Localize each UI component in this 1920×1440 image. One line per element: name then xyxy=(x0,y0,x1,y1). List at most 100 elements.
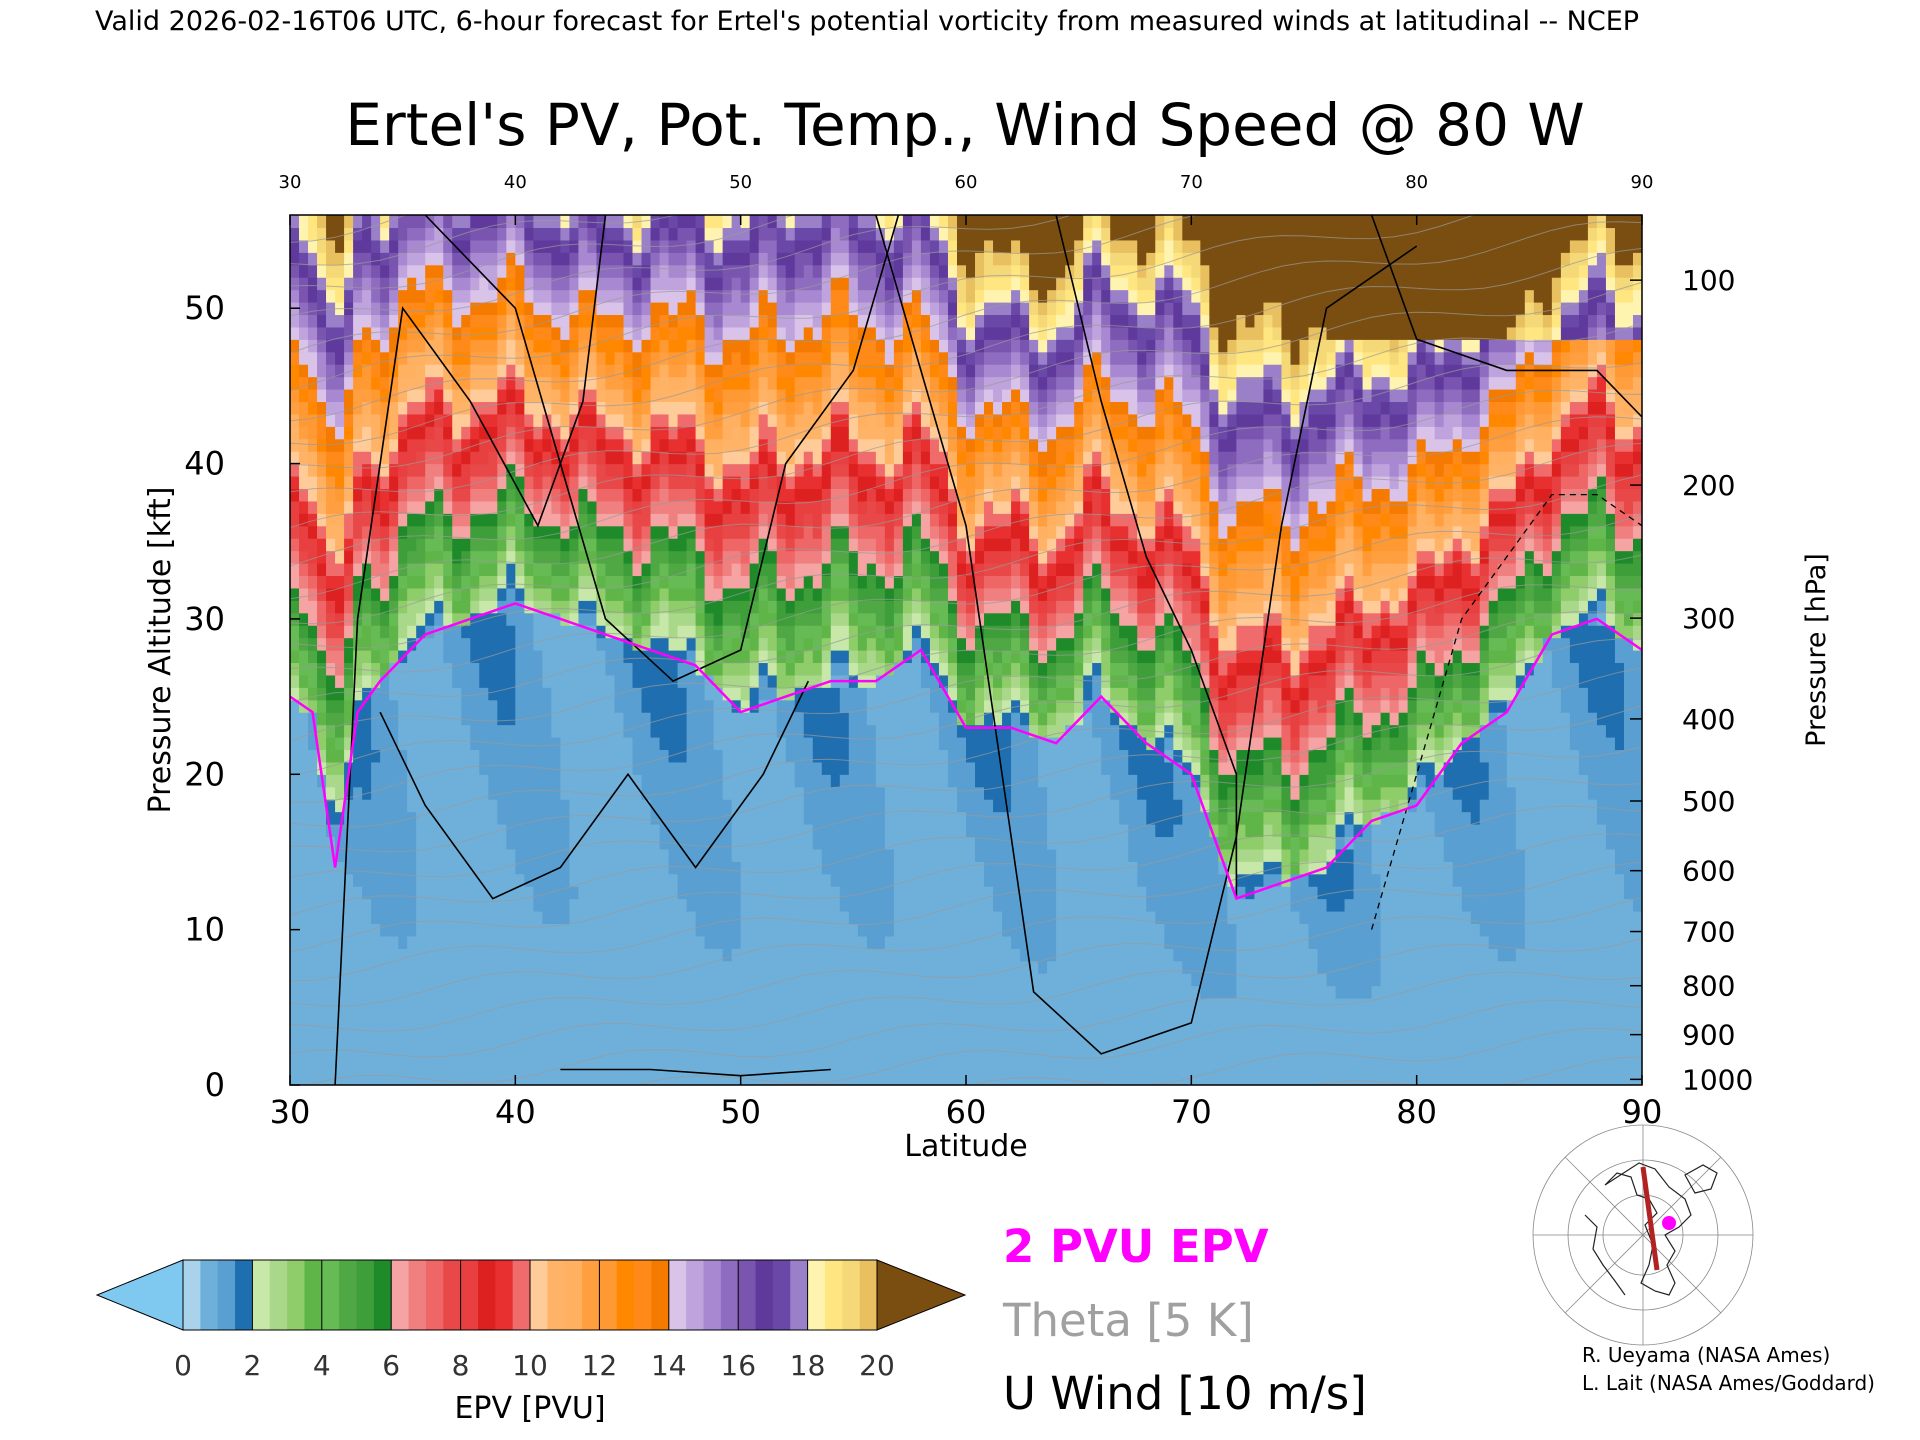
colorbar-swatch xyxy=(339,1260,357,1330)
colorbar-swatch xyxy=(686,1260,704,1330)
legend-2pvu: 2 PVU EPV xyxy=(1003,1220,1269,1273)
transect-line xyxy=(1640,1166,1660,1271)
y-right-tick-label: 100 xyxy=(1682,264,1735,297)
y-right-tick-label: 900 xyxy=(1682,1019,1735,1052)
colorbar-swatch xyxy=(235,1260,253,1330)
colorbar-swatch xyxy=(530,1260,548,1330)
x-tick-label: 70 xyxy=(1171,1093,1212,1131)
x-axis-top: 30 40 50 60 70 80 90 xyxy=(279,172,1654,225)
y-axis-right-label: Pressure [hPa] xyxy=(1801,553,1832,747)
colorbar-swatch xyxy=(547,1260,566,1330)
x-top-tick-label: 50 xyxy=(729,172,752,193)
colorbar-swatch xyxy=(391,1260,410,1330)
x-top-tick-label: 40 xyxy=(504,172,527,193)
tropopause-2pvu-line xyxy=(290,602,1642,901)
y-axis-right: 1000 900 800 700 600 500 400 300 200 100 xyxy=(1630,264,1753,1096)
wind-contour-5 xyxy=(1055,215,1238,899)
chart-title: Ertel's PV, Pot. Temp., Wind Speed @ 80 … xyxy=(345,91,1585,159)
colorbar-swatch xyxy=(425,1260,444,1330)
colorbar-swatch xyxy=(460,1260,479,1330)
x-top-tick-label: 30 xyxy=(279,172,302,193)
inset-map xyxy=(1532,1124,1754,1346)
colorbar-swatch xyxy=(252,1260,271,1330)
wind-contour-2 xyxy=(379,680,810,900)
colorbar-swatch xyxy=(269,1260,288,1330)
colorbar-tick-label: 8 xyxy=(452,1349,470,1382)
y-tick-label: 10 xyxy=(184,911,225,949)
colorbar-tick-label: 16 xyxy=(720,1349,756,1382)
y-tick-label: 0 xyxy=(205,1066,225,1104)
colorbar-swatch xyxy=(217,1260,236,1330)
colorbar-tick-label: 18 xyxy=(790,1349,826,1382)
colorbar-swatch xyxy=(772,1260,791,1330)
colorbar-tick-label: 4 xyxy=(313,1349,331,1382)
colorbar-swatch xyxy=(321,1260,340,1330)
x-tick-label: 50 xyxy=(720,1093,761,1131)
colorbar-tick-label: 20 xyxy=(859,1349,895,1382)
colorbar-swatch xyxy=(668,1260,687,1330)
x-top-tick-label: 90 xyxy=(1631,172,1654,193)
x-tick-label: 60 xyxy=(946,1093,987,1131)
y-tick-label: 50 xyxy=(184,289,225,327)
y-axis-left-label: Pressure Altitude [kft] xyxy=(143,487,178,814)
x-top-tick-label: 60 xyxy=(955,172,978,193)
colorbar-swatch xyxy=(651,1260,670,1330)
colorbar-swatch xyxy=(477,1260,496,1330)
credit-line-1: R. Ueyama (NASA Ames) xyxy=(1582,1343,1830,1367)
epv-field xyxy=(290,215,1642,1085)
theta-contours xyxy=(290,215,1642,1085)
colorbar-swatch xyxy=(634,1260,652,1330)
colorbar-under-arrow xyxy=(95,1259,184,1331)
colorbar-label: EPV [PVU] xyxy=(454,1391,605,1426)
colorbar-swatch xyxy=(616,1260,635,1330)
colorbar-swatch xyxy=(183,1260,201,1330)
y-tick-label: 20 xyxy=(184,755,225,793)
colorbar-swatch xyxy=(564,1260,583,1330)
x-tick-label: 40 xyxy=(495,1093,536,1131)
colorbar-swatch xyxy=(408,1260,427,1330)
x-axis-label: Latitude xyxy=(904,1129,1027,1164)
colorbar-over-arrow xyxy=(876,1259,967,1331)
valid-line: Valid 2026-02-16T06 UTC, 6-hour forecast… xyxy=(95,6,1639,37)
x-top-tick-label: 70 xyxy=(1180,172,1203,193)
wind-contour-0 xyxy=(334,215,607,1085)
colorbar-swatch xyxy=(582,1260,600,1330)
colorbar-swatch xyxy=(495,1260,514,1330)
location-marker xyxy=(1662,1216,1676,1230)
y-right-tick-label: 300 xyxy=(1682,602,1735,635)
wind-contour-4 xyxy=(1370,215,1642,418)
colorbar-swatch xyxy=(859,1260,878,1330)
y-right-tick-label: 1000 xyxy=(1682,1063,1753,1096)
x-top-tick-label: 80 xyxy=(1405,172,1428,193)
colorbar-swatch xyxy=(842,1260,861,1330)
colorbar-tick-label: 0 xyxy=(174,1349,192,1382)
y-right-tick-label: 600 xyxy=(1682,855,1735,888)
colorbar-swatch xyxy=(373,1260,392,1330)
y-tick-label: 40 xyxy=(184,445,225,483)
y-right-tick-label: 200 xyxy=(1682,469,1735,502)
y-axis-left: 0 10 20 30 40 50 xyxy=(184,289,300,1104)
colorbar-swatch xyxy=(512,1260,531,1330)
colorbar-swatch xyxy=(356,1260,375,1330)
polar-map-icon xyxy=(1532,1124,1754,1346)
colorbar-swatch xyxy=(287,1260,305,1330)
colorbar-tick-label: 6 xyxy=(382,1349,400,1382)
colorbar-swatch xyxy=(599,1260,618,1330)
credit-line-2: L. Lait (NASA Ames/Goddard) xyxy=(1582,1371,1875,1395)
colorbar-tick-label: 2 xyxy=(243,1349,261,1382)
colorbar-swatch xyxy=(755,1260,774,1330)
colorbar-tick-label: 10 xyxy=(512,1349,548,1382)
colorbar-swatch xyxy=(738,1260,757,1330)
y-right-tick-label: 800 xyxy=(1682,970,1735,1003)
colorbar-swatch xyxy=(807,1260,826,1330)
colorbar-swatch xyxy=(443,1260,462,1330)
wind-contours xyxy=(334,215,1642,1085)
colorbar-swatch xyxy=(790,1260,809,1330)
colorbar-swatch xyxy=(304,1260,323,1330)
wind-contour-3 xyxy=(875,215,1418,1055)
colorbar-tick-label: 14 xyxy=(651,1349,687,1382)
y-right-tick-label: 700 xyxy=(1682,916,1735,949)
colorbar-swatch xyxy=(200,1260,219,1330)
colorbar-swatch xyxy=(720,1260,739,1330)
